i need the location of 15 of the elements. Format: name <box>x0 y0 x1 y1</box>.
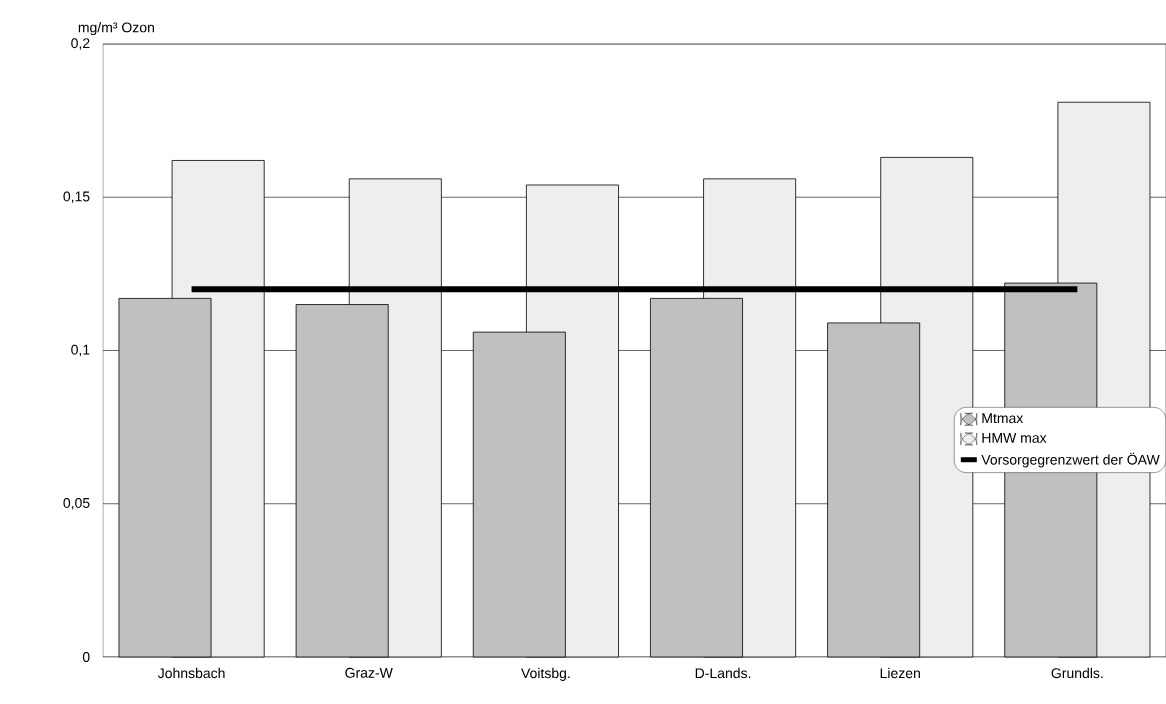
y-tick-label: 0,05 <box>63 497 90 510</box>
x-tick-label: Voitsbg. <box>521 667 570 681</box>
x-tick-label: Graz-W <box>345 667 393 678</box>
y-tick-label: 0,1 <box>71 344 90 357</box>
legend-label: Vorsorgegrenzwert der ÖAW <box>981 452 1160 468</box>
x-tick-label: Johnsbach <box>157 667 225 679</box>
x-tick-label: D-Lands. <box>695 667 751 679</box>
y-axis-title: mg/m³ Ozon <box>78 22 154 36</box>
x-tick-label: Liezen <box>880 667 920 679</box>
y-tick-label: 0,15 <box>63 191 90 204</box>
x-tick-label: Grundls. <box>1051 667 1103 679</box>
y-tick-label: 0,2 <box>71 38 90 50</box>
y-tick-label: 0 <box>82 652 90 662</box>
legend-label: Mtmax <box>982 413 1024 424</box>
legend-label: HMW max <box>982 433 1047 443</box>
